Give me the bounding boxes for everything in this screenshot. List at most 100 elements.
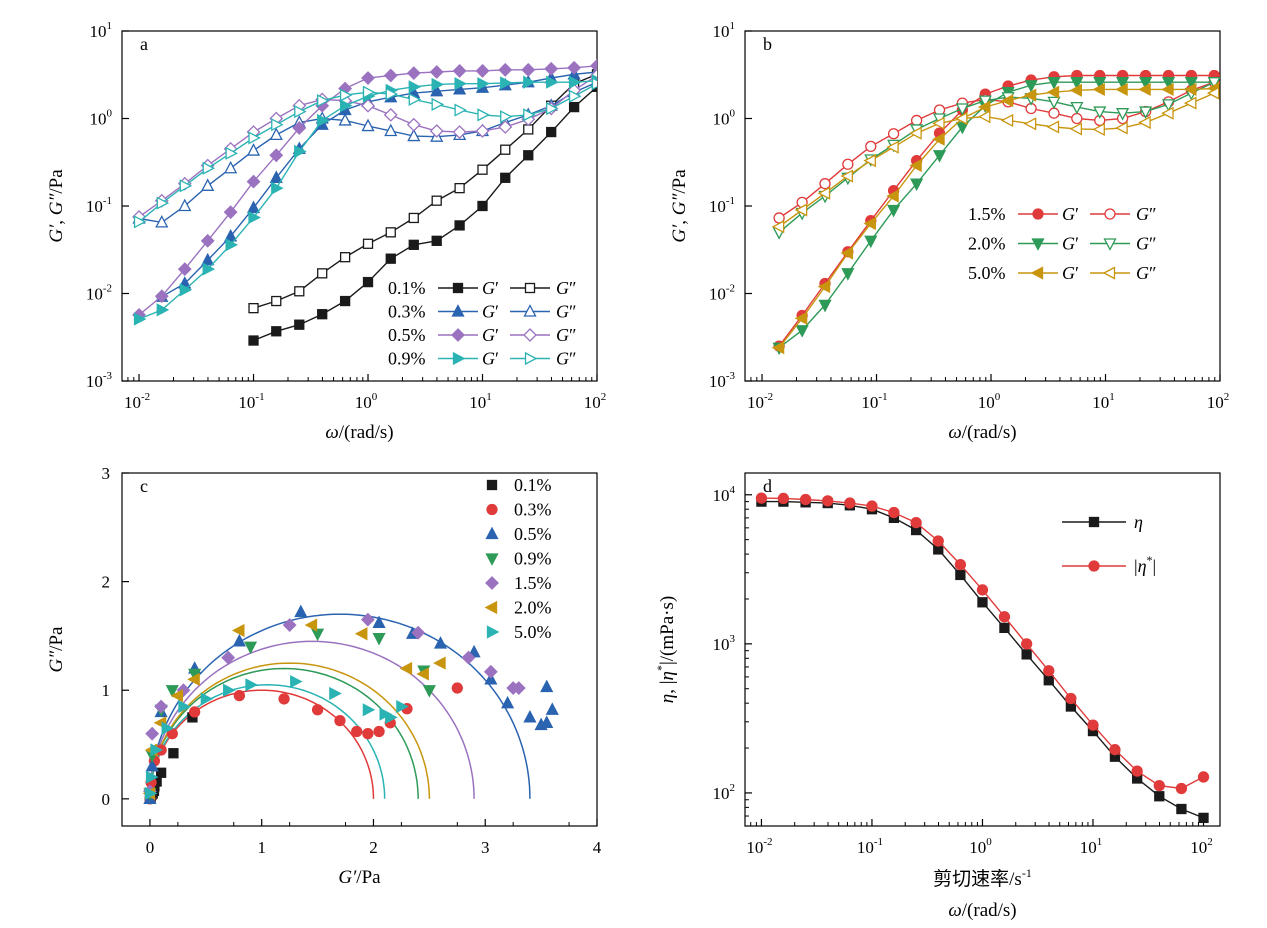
data-point [431, 77, 445, 92]
data-point [1069, 83, 1083, 97]
plot-area [771, 69, 1220, 356]
data-point [422, 685, 436, 698]
data-point [408, 92, 422, 107]
data-point [360, 612, 375, 627]
series-5.0% G″ [771, 86, 1220, 234]
data-point [150, 743, 163, 757]
data-point [1021, 649, 1032, 660]
data-point [433, 636, 448, 649]
data-point [351, 725, 363, 738]
data-point [501, 695, 515, 709]
data-point [523, 150, 534, 161]
data-point [430, 83, 444, 97]
data-point [477, 200, 488, 212]
data-point [294, 104, 307, 119]
data-point [1065, 692, 1077, 705]
data-point [223, 205, 238, 220]
data-point [1161, 106, 1174, 120]
data-point [223, 683, 236, 697]
data-point [399, 661, 413, 676]
data-point [840, 246, 854, 260]
legend-marker [485, 526, 499, 540]
data-point [955, 569, 966, 581]
data-point [1046, 85, 1060, 99]
data-point [540, 715, 554, 728]
data-point [1092, 82, 1105, 96]
data-point [590, 58, 597, 73]
data-point [411, 625, 426, 640]
x-tick-label: 10-1 [857, 836, 883, 857]
data-point [866, 500, 878, 512]
y-axis-label: G′, G″/Pa [46, 169, 67, 243]
legend-label: 2.0% [514, 598, 552, 618]
data-point [373, 725, 385, 738]
data-point [224, 228, 238, 242]
data-point [1046, 120, 1060, 134]
data-point [290, 674, 303, 689]
data-point [161, 721, 175, 735]
legend-conc: 0.5% [388, 325, 426, 345]
data-point [978, 95, 992, 109]
series-line [778, 81, 1215, 219]
data-point [385, 227, 396, 238]
legend-label: G″ [1136, 263, 1157, 283]
data-point [408, 212, 419, 224]
legend-label: 0.3% [514, 500, 552, 520]
data-point [362, 728, 374, 740]
data-point [339, 295, 351, 307]
legend-marker [1030, 266, 1044, 280]
data-point [1116, 77, 1130, 90]
legend-marker [524, 282, 536, 294]
legend-marker [1088, 560, 1100, 572]
data-point [1070, 101, 1084, 115]
data-point [354, 627, 368, 641]
fit-curve [149, 684, 386, 799]
data-point [431, 97, 445, 111]
data-point [406, 66, 421, 81]
data-point [178, 699, 191, 714]
series-0.1% G′ [248, 81, 597, 346]
data-point [498, 120, 513, 134]
legend-label: 0.9% [514, 549, 552, 569]
series-|η*| [755, 492, 1210, 795]
data-point [246, 200, 261, 214]
data-point [977, 110, 991, 124]
legend-conc: 2.0% [968, 234, 1006, 254]
data-point [429, 124, 444, 138]
legend-marker [484, 600, 498, 615]
series-0.3% G′ [155, 64, 597, 302]
panel-label: a [140, 34, 148, 54]
data-point [955, 121, 969, 135]
data-point [546, 75, 559, 89]
data-point [1116, 108, 1130, 121]
data-point [568, 75, 582, 89]
x-axis-label: G′/Pa [338, 867, 381, 888]
data-point [1183, 82, 1197, 96]
data-point [269, 170, 283, 183]
plot-area [142, 604, 559, 805]
y-tick-label: 101 [713, 20, 736, 41]
data-point [955, 103, 969, 116]
legend-label: 5.0% [514, 622, 552, 642]
x-tick-label: 10-2 [747, 391, 773, 412]
x-tick-label: 3 [481, 838, 490, 857]
legend-label: 0.5% [514, 524, 552, 544]
data-point [1184, 77, 1198, 90]
data-point [477, 108, 490, 122]
data-point [201, 178, 215, 191]
data-point [523, 124, 534, 135]
data-point [888, 506, 900, 519]
data-point [200, 692, 214, 706]
series-5.0% [144, 674, 409, 800]
data-point [477, 164, 488, 175]
data-point [954, 111, 968, 126]
data-point [841, 268, 855, 281]
data-point [1020, 638, 1033, 650]
x-tick-label: 101 [1092, 391, 1115, 412]
data-point [977, 100, 991, 114]
data-point [245, 678, 258, 692]
data-point [568, 101, 580, 113]
legend-conc: 5.0% [968, 263, 1006, 283]
data-point [863, 216, 876, 231]
